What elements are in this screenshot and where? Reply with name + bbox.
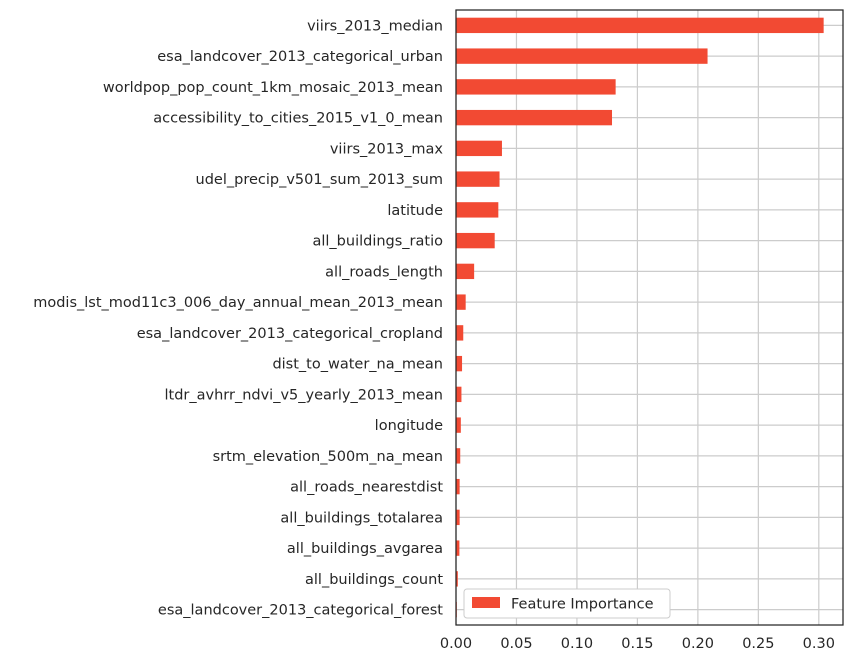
y-tick-label: all_roads_length (325, 264, 443, 280)
y-tick-label: all_buildings_ratio (312, 234, 443, 250)
bar (456, 509, 460, 526)
y-tick-labels: viirs_2013_median esa_landcover_2013_cate… (33, 18, 443, 618)
bar (456, 386, 462, 403)
legend-box (463, 588, 671, 619)
bar (456, 48, 708, 64)
bar (456, 540, 460, 556)
legend-label: Feature Importance (511, 597, 654, 613)
y-tick-label: all_roads_nearestdist (290, 480, 443, 496)
bar (456, 294, 466, 310)
y-tick-label: esa_landcover_2013_categorical_forest (158, 603, 443, 619)
y-tick-label: all_buildings_count (305, 572, 443, 588)
bar (456, 478, 460, 495)
bar (456, 79, 616, 95)
gridlines (455, 10, 843, 625)
y-tick-label: latitude (387, 203, 443, 219)
bar (456, 109, 613, 126)
y-tick-label: longitude (375, 418, 443, 434)
bar (456, 140, 502, 157)
y-tick-label: esa_landcover_2013_categorical_urban (157, 49, 443, 65)
bar (456, 232, 495, 249)
y-tick-label: all_buildings_totalarea (280, 510, 443, 526)
bar (456, 417, 461, 433)
bar (456, 571, 458, 587)
y-tick-label: ltdr_avhrr_ndvi_v5_yearly_2013_mean (165, 387, 444, 403)
plot-background (456, 10, 843, 625)
legend: Feature Importance (463, 588, 671, 619)
y-tick-label: accessibility_to_cities_2015_v1_0_mean (153, 111, 443, 127)
y-tick-label: worldpop_pop_count_1km_mosaic_2013_mean (103, 80, 443, 96)
y-tick-label: viirs_2013_max (330, 141, 444, 157)
x-tick-label: 0.15 (621, 636, 653, 652)
x-tick-label: 0.25 (742, 636, 774, 652)
y-tick-label: all_buildings_avgarea (287, 541, 443, 557)
bar (456, 17, 824, 34)
x-tick-label: 0.20 (682, 636, 714, 652)
y-tick-label: dist_to_water_na_mean (272, 357, 443, 373)
y-tick-label: modis_lst_mod11c3_006_day_annual_mean_20… (33, 295, 443, 311)
bar (456, 325, 464, 341)
bar (456, 202, 499, 218)
x-tick-label: 0.00 (440, 636, 472, 652)
bars (456, 17, 824, 618)
bar (456, 263, 475, 280)
bar (456, 171, 500, 187)
y-tick-label: srtm_elevation_500m_na_mean (213, 449, 443, 465)
plot-frame (455, 9, 844, 626)
legend-swatch (472, 597, 500, 608)
x-tick-label: 0.05 (500, 636, 532, 652)
y-tick-label: esa_landcover_2013_categorical_cropland (137, 326, 443, 342)
bar (456, 448, 461, 464)
x-tick-labels: 0.00 0.05 0.10 0.15 0.20 0.25 0.30 (440, 636, 835, 652)
x-tick-label: 0.30 (803, 636, 835, 652)
bar (456, 355, 463, 372)
y-tick-label: viirs_2013_median (307, 18, 443, 34)
y-tick-label: udel_precip_v501_sum_2013_sum (196, 172, 443, 188)
x-tick-label: 0.10 (561, 636, 593, 652)
